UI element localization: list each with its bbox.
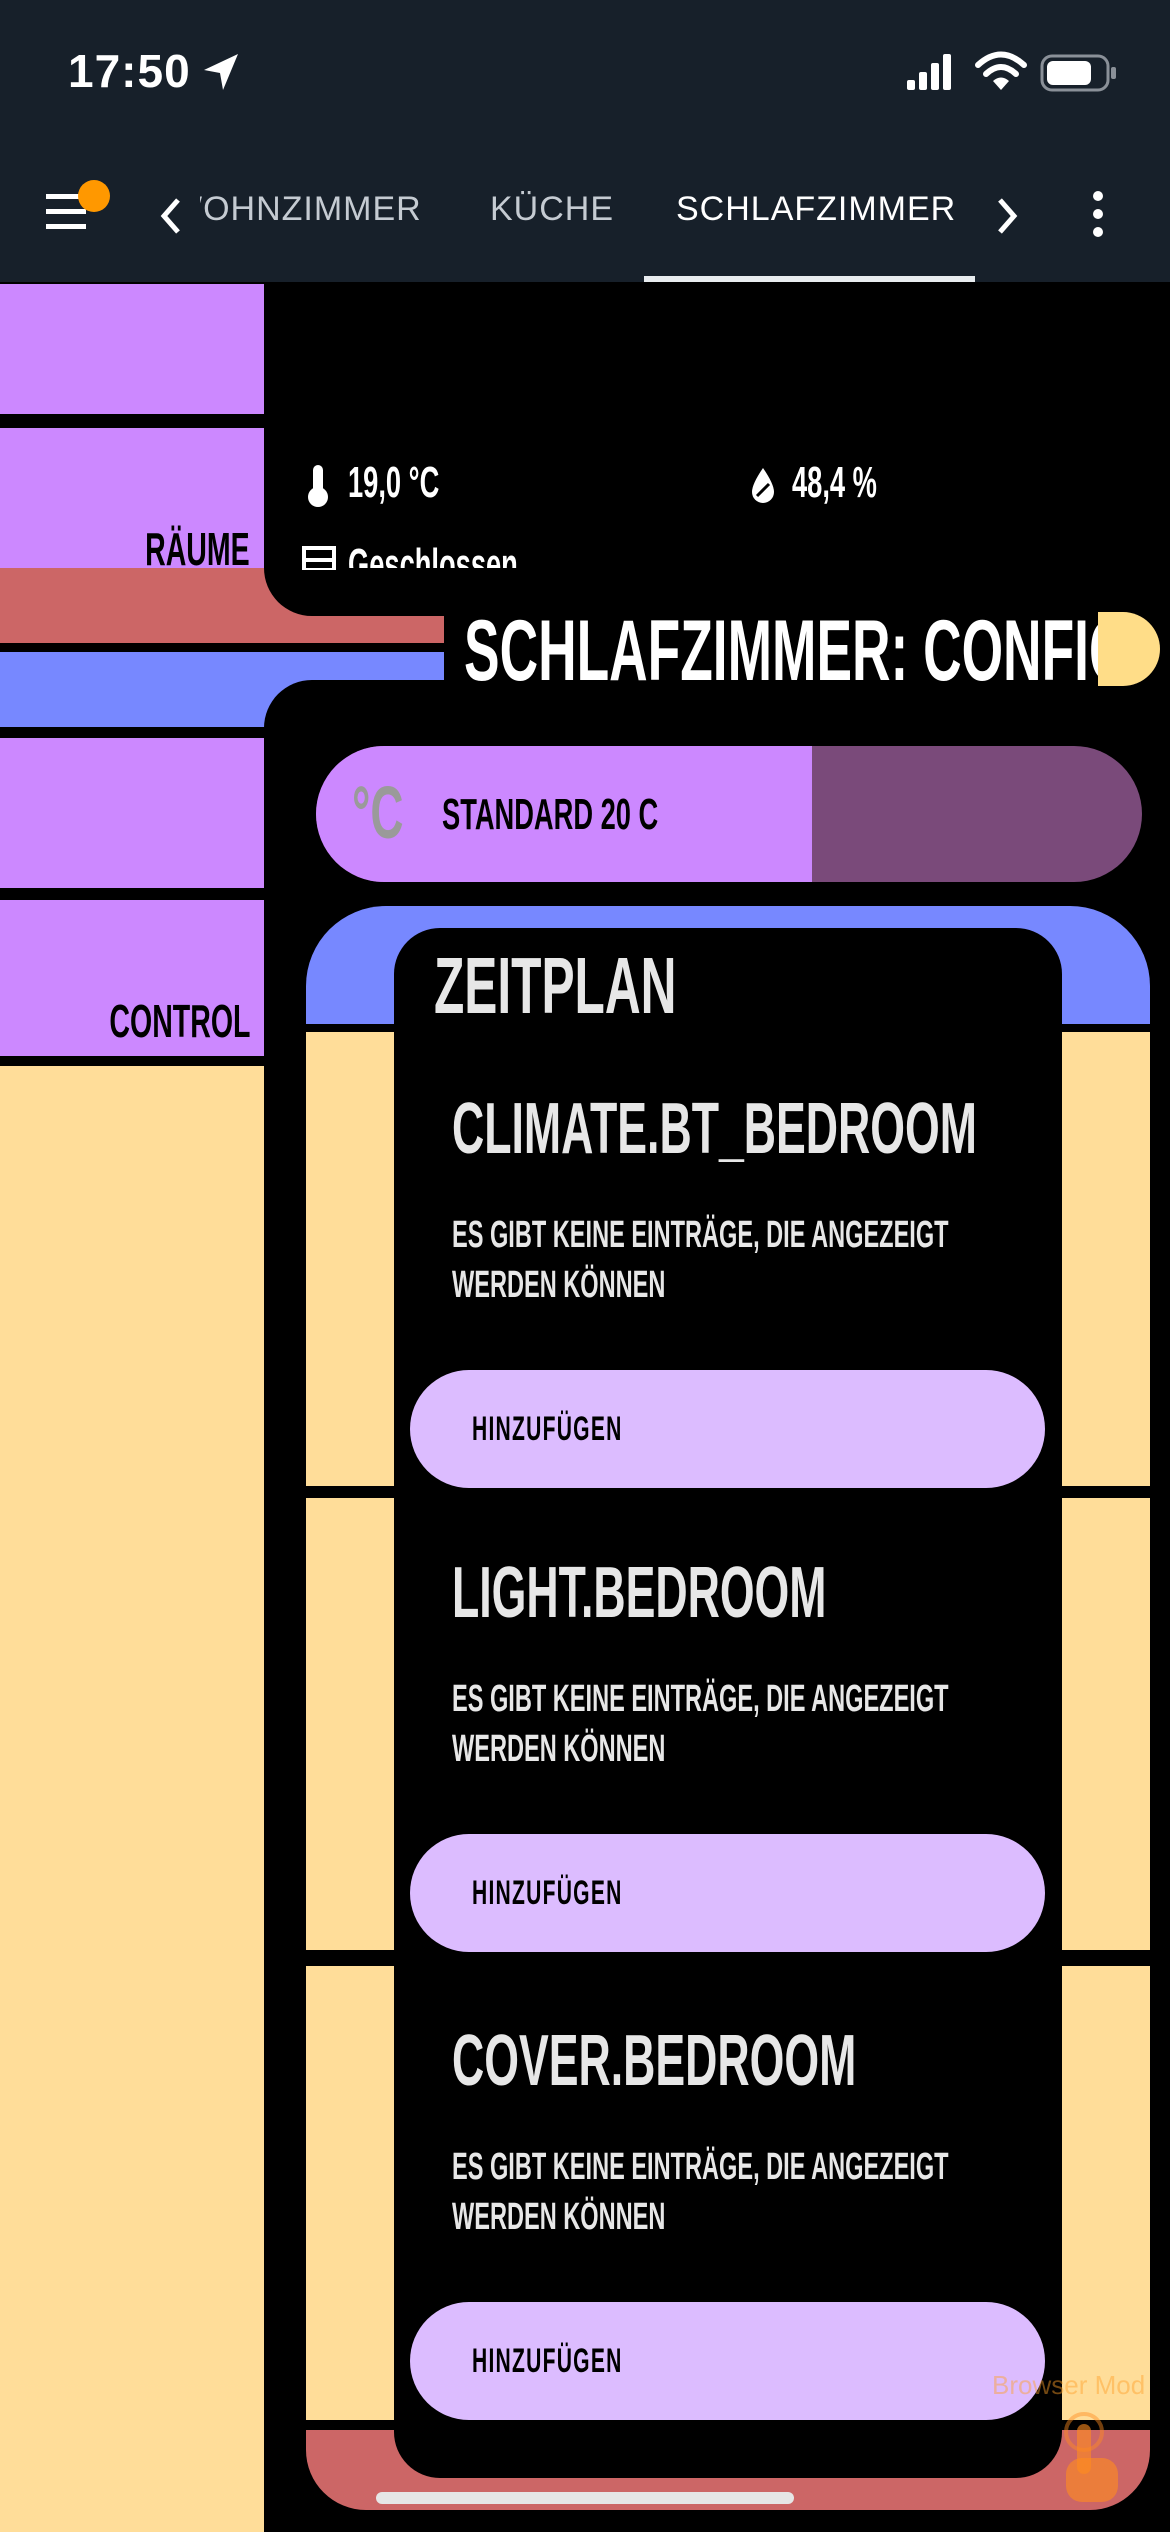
elbow-cutout-top [264, 568, 446, 616]
schedule-card [394, 928, 1062, 2478]
frame-right-1 [1062, 1032, 1150, 1486]
sidebar-block-3[interactable] [0, 738, 264, 888]
frame-right-3 [1062, 1966, 1150, 2420]
status-bar [0, 0, 1170, 150]
empty-message: ES GIBT KEINE EINTRÄGE, DIE ANGEZEIGT WE… [452, 2146, 949, 2238]
sidebar-block-raeume[interactable] [0, 428, 264, 568]
entity-climate-bt-bedroom: CLIMATE.BT_BEDROOM [452, 1089, 977, 1169]
tab-wohnzimmer[interactable]: WOHNZIMMER [200, 190, 422, 228]
sidebar-block-control[interactable] [0, 900, 264, 1056]
add-button[interactable]: HINZUFÜGEN [410, 2302, 1045, 2420]
menu-icon[interactable] [46, 194, 94, 230]
notification-badge [78, 180, 110, 212]
more-vert-icon[interactable] [1090, 190, 1106, 238]
window-status-clip: Geschlossen [264, 530, 714, 568]
empty-message: ES GIBT KEINE EINTRÄGE, DIE ANGEZEIGT WE… [452, 1214, 949, 1306]
app-bar [0, 150, 1170, 282]
tab-wohnzimmer-clip: WOHNZIMMER [200, 182, 430, 242]
frame-right-2 [1062, 1498, 1150, 1950]
elbow-cutout-bottom [264, 680, 446, 728]
window-icon [302, 546, 336, 570]
active-tab-indicator [644, 276, 975, 282]
signal-icon [907, 54, 951, 90]
tab-schlafzimmer[interactable]: SCHLAFZIMMER [676, 190, 957, 228]
preset-button[interactable]: °C STANDARD 20 C [316, 746, 1142, 882]
sidebar-raeume-label: RÄUME [145, 523, 250, 575]
temperature-value: 19,0 °C [348, 458, 440, 507]
preset-fill [316, 746, 812, 882]
sidebar-block-1[interactable] [0, 284, 264, 414]
preset-label: STANDARD 20 C [442, 790, 659, 839]
location-arrow-icon [204, 54, 238, 90]
page-title: SCHLAFZIMMER: CONFIG [464, 603, 1131, 699]
battery-icon [1040, 54, 1116, 92]
humidity-icon [752, 468, 774, 503]
browser-mod-label: Browser Mod [992, 2370, 1146, 2400]
status-time: 17:50 [68, 45, 191, 97]
add-button[interactable]: HINZUFÜGEN [410, 1370, 1045, 1488]
empty-message: ES GIBT KEINE EINTRÄGE, DIE ANGEZEIGT WE… [452, 1678, 949, 1770]
humidity-value: 48,4 % [792, 458, 877, 507]
header-end-cap [1098, 612, 1160, 686]
wifi-icon [975, 51, 1027, 90]
home-indicator[interactable] [376, 2492, 794, 2504]
thermometer-icon [308, 465, 328, 507]
entity-cover-bedroom: COVER.BEDROOM [452, 2021, 857, 2101]
celsius-icon: °C [352, 771, 404, 854]
frame-left-1 [306, 1032, 394, 1486]
chevron-left-icon[interactable] [158, 196, 184, 236]
frame-left-3 [306, 1966, 394, 2420]
chevron-right-icon[interactable] [994, 196, 1020, 236]
pointer-hand-icon[interactable] [1048, 2410, 1128, 2510]
sidebar-lower-block [0, 1066, 264, 2532]
tab-kueche[interactable]: KÜCHE [490, 190, 615, 228]
entity-light-bedroom: LIGHT.BEDROOM [452, 1553, 827, 1633]
window-status: Geschlossen [348, 540, 518, 568]
schedule-title: ZEITPLAN [434, 941, 677, 1030]
frame-left-2 [306, 1498, 394, 1950]
add-button[interactable]: HINZUFÜGEN [410, 1834, 1045, 1952]
sidebar-control-label: CONTROL [108, 995, 250, 1047]
